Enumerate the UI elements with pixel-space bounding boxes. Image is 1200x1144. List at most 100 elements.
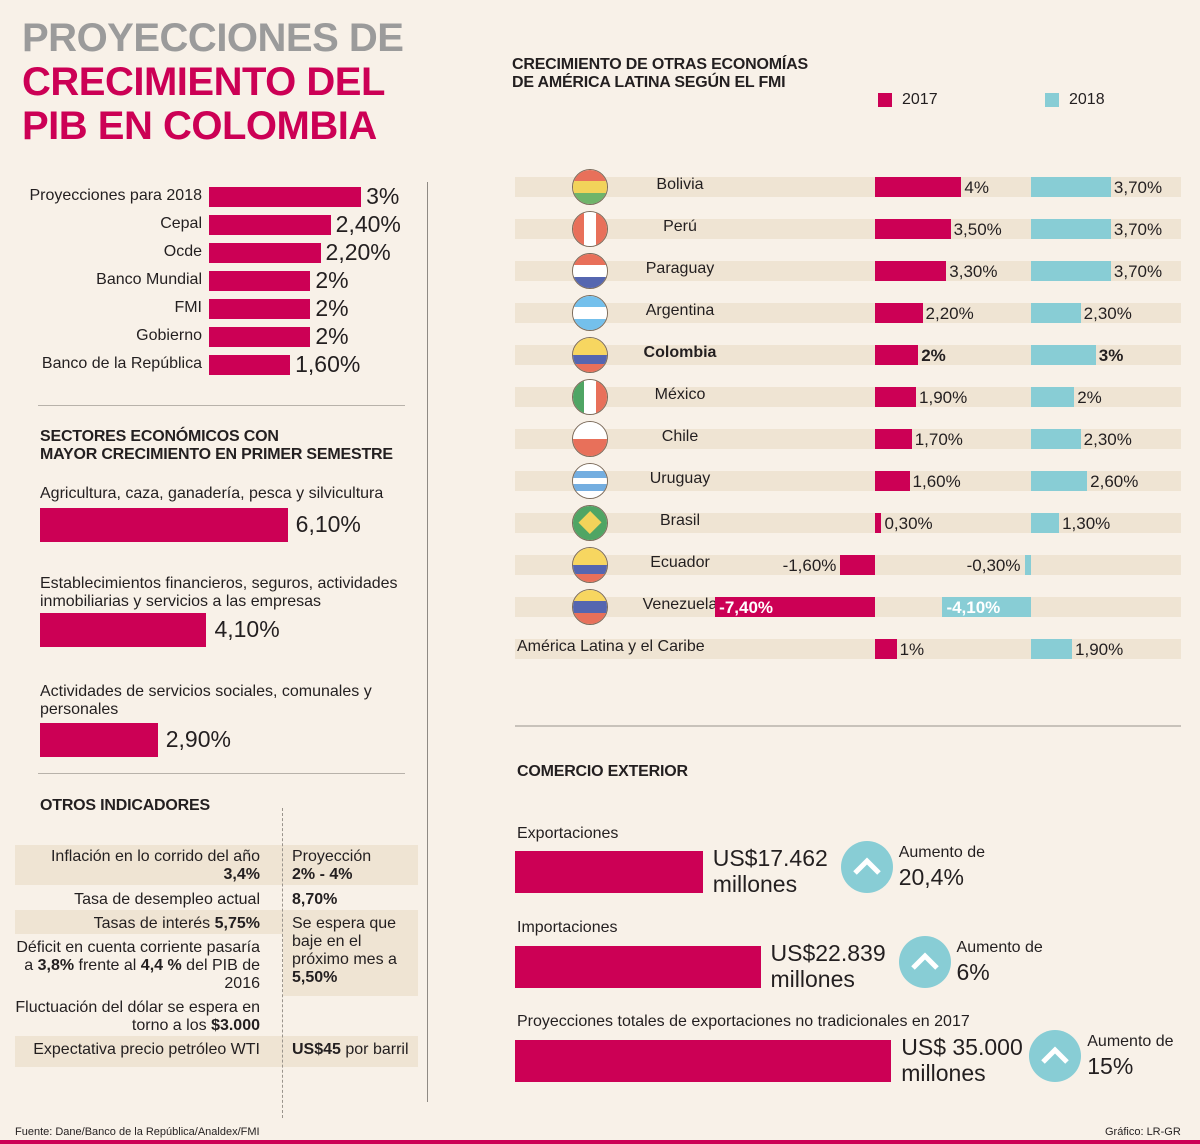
bar-2017 <box>875 429 912 449</box>
bar-2017 <box>875 303 923 323</box>
flag-stripe <box>584 380 596 414</box>
divider <box>38 773 405 774</box>
country-label: América Latina y el Caribe <box>517 638 705 655</box>
increase-label: Aumento de <box>898 844 985 861</box>
dashed-divider <box>282 808 283 1118</box>
title-line-2: CRECIMIENTO DEL <box>22 60 385 104</box>
data-label: 1% <box>899 640 925 659</box>
row-band <box>515 177 1181 197</box>
data-label: 2,90% <box>165 726 231 752</box>
trade-amount: US$22.839 <box>770 940 886 966</box>
row-band <box>515 219 1181 239</box>
data-label: 2,30% <box>1083 430 1132 449</box>
data-label: -0,30% <box>966 556 1021 575</box>
legend-swatch-2018 <box>1045 93 1059 107</box>
data-label: 3,30% <box>949 262 998 281</box>
row-band <box>283 934 418 996</box>
bar <box>515 946 761 988</box>
data-label: 2% <box>1077 388 1102 407</box>
data-label: 1,30% <box>1062 514 1111 533</box>
flag-stripe <box>573 470 607 478</box>
indicator-interest: Tasas de interés 5,75% <box>15 915 260 933</box>
indicator-label: Inflación en lo corrido del año <box>50 848 260 865</box>
indicator-label: por barril <box>345 1041 409 1058</box>
bolivia-flag-icon <box>572 169 608 205</box>
country-label: Chile <box>661 428 699 445</box>
bar-2018 <box>1031 303 1081 323</box>
trade-amount: US$17.462 <box>712 845 828 871</box>
source-note: Fuente: Dane/Banco de la República/Anald… <box>15 1126 260 1138</box>
data-label: 2% <box>315 323 349 349</box>
flag-stripe <box>573 491 607 498</box>
row-band <box>15 845 418 885</box>
bar-2017 <box>715 597 875 617</box>
bar-2017 <box>840 555 875 575</box>
bar-2018 <box>1031 471 1088 491</box>
increase-value: 6% <box>956 959 990 985</box>
bar <box>209 327 311 347</box>
bar <box>40 723 158 757</box>
legend-item-2018: 2018 <box>1045 91 1105 109</box>
bar <box>209 355 291 375</box>
bar-2017 <box>875 219 951 239</box>
title-line-1: PROYECCIONES DE <box>22 16 404 60</box>
flag-stripe <box>573 296 607 308</box>
latam-title-line-2: DE AMÉRICA LATINA SEGÚN EL FMI <box>512 74 786 91</box>
trade-unit: millones <box>712 871 798 897</box>
country-label: Argentina <box>645 302 715 319</box>
data-label: 2,20% <box>925 304 974 323</box>
colombia-flag-icon <box>572 337 608 373</box>
divider <box>515 725 1181 727</box>
bar <box>209 243 321 263</box>
trade-label: Proyecciones totales de exportaciones no… <box>517 1013 970 1030</box>
column-divider <box>427 182 428 1102</box>
increase-value: 20,4% <box>898 864 964 890</box>
indicator-dollar: Fluctuación del dólar se espera en torno… <box>15 999 260 1035</box>
data-label: 1,90% <box>919 388 968 407</box>
row-band <box>15 1036 418 1067</box>
bar <box>209 215 331 235</box>
data-label: 2% <box>921 346 946 365</box>
row-band <box>515 261 1181 281</box>
peru-flag-icon <box>572 211 608 247</box>
data-label: 2% <box>315 267 349 293</box>
paraguay-flag-icon <box>572 253 608 289</box>
country-label: Brasil <box>659 512 700 529</box>
flag-stripe <box>573 276 607 288</box>
flag-stripe <box>573 464 607 471</box>
data-label: 3,50% <box>953 220 1002 239</box>
sectors-title-line-1: SECTORES ECONÓMICOS CON <box>40 428 279 445</box>
flag-stripe <box>573 484 607 492</box>
sectors-title: SECTORES ECONÓMICOS CON MAYOR CRECIMIENT… <box>40 428 393 464</box>
bar <box>209 299 311 319</box>
data-label: 3,70% <box>1113 178 1163 197</box>
row-band <box>515 345 1181 365</box>
trade-title: COMERCIO EXTERIOR <box>517 763 688 780</box>
flag-stripe <box>584 212 596 246</box>
data-label: 0,30% <box>884 514 933 533</box>
increase-label: Aumento de <box>956 939 1043 956</box>
latam-title-line-1: CRECIMIENTO DE OTRAS ECONOMÍAS <box>512 56 808 73</box>
bar-2017 <box>875 261 947 281</box>
indicator-value: 5,50% <box>292 969 338 986</box>
flag-stripe <box>573 338 607 347</box>
row-band <box>515 387 1181 407</box>
bar <box>40 613 207 647</box>
bar-label: Banco de la República <box>41 355 202 372</box>
bar-label: Cepal <box>160 215 202 232</box>
indicator-label: frente al <box>78 957 137 974</box>
bar-label: Ocde <box>163 243 202 260</box>
bar-2018 <box>1031 429 1081 449</box>
bar-label: Proyecciones para 2018 <box>29 187 202 204</box>
trade-label: Exportaciones <box>517 825 619 842</box>
argentina-flag-icon <box>572 295 608 331</box>
row-band <box>515 513 1181 533</box>
indicator-value: US$45 <box>292 1041 341 1058</box>
venezuela-flag-icon <box>572 589 608 625</box>
bar-2018 <box>942 597 1031 617</box>
bar-2018 <box>1031 177 1111 197</box>
data-label: 1,70% <box>914 430 963 449</box>
country-label: Colombia <box>643 344 717 361</box>
data-label: 1,60% <box>295 351 361 377</box>
data-label: 3,70% <box>1113 262 1163 281</box>
